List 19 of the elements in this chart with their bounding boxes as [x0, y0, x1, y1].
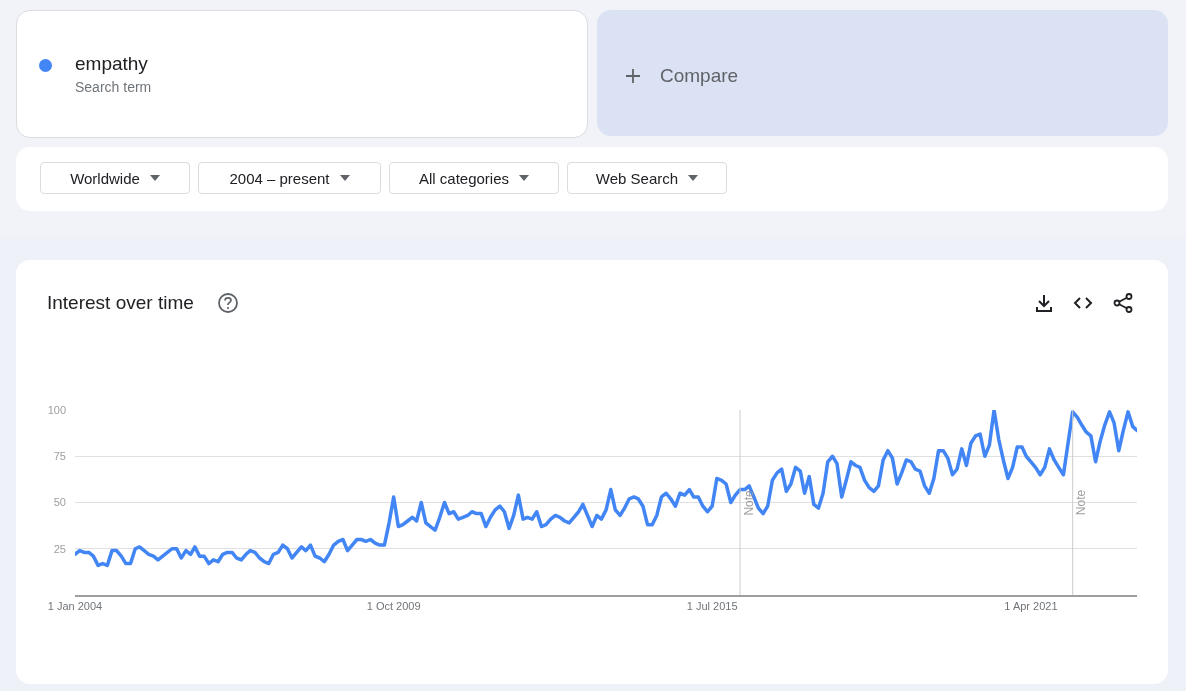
- y-tick-label: 100: [47, 403, 66, 416]
- y-tick-label: 25: [53, 542, 66, 555]
- text: Web Search: [595, 169, 679, 187]
- text: Search term: [75, 79, 152, 95]
- ref-line-label: Note: [741, 489, 756, 516]
- x-tick-label: 1 Jan 2004: [47, 599, 103, 612]
- text: Worldwide: [70, 169, 140, 187]
- x-tick-label: 1 Oct 2009: [366, 599, 421, 612]
- text: Compare: [660, 65, 739, 87]
- ref-line-label: Note: [1074, 489, 1089, 516]
- chart-title: Interest over time: [47, 292, 194, 314]
- text: All categories: [418, 169, 510, 187]
- legend-label: empathy: [75, 53, 148, 75]
- text: 2004 – present: [229, 169, 330, 187]
- y-tick-label: 50: [53, 496, 66, 509]
- y-tick-label: 75: [53, 450, 66, 463]
- x-tick-label: 1 Jul 2015: [686, 599, 738, 612]
- line-series: [75, 410, 1137, 568]
- x-tick-label: 1 Apr 2021: [1004, 599, 1058, 612]
